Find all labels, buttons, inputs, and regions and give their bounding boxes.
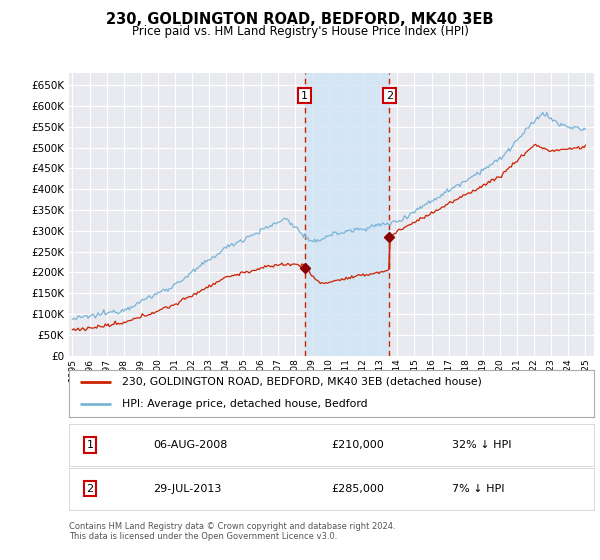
- Text: 2: 2: [86, 484, 94, 493]
- Text: £210,000: £210,000: [331, 440, 384, 450]
- Text: 1: 1: [86, 440, 94, 450]
- Text: 7% ↓ HPI: 7% ↓ HPI: [452, 484, 505, 493]
- Text: Price paid vs. HM Land Registry's House Price Index (HPI): Price paid vs. HM Land Registry's House …: [131, 25, 469, 38]
- Text: 2: 2: [386, 91, 393, 101]
- Text: 06-AUG-2008: 06-AUG-2008: [153, 440, 227, 450]
- Text: HPI: Average price, detached house, Bedford: HPI: Average price, detached house, Bedf…: [121, 399, 367, 409]
- Text: 230, GOLDINGTON ROAD, BEDFORD, MK40 3EB: 230, GOLDINGTON ROAD, BEDFORD, MK40 3EB: [106, 12, 494, 27]
- Text: 32% ↓ HPI: 32% ↓ HPI: [452, 440, 512, 450]
- Bar: [305, 73, 389, 356]
- Text: £285,000: £285,000: [331, 484, 385, 493]
- Text: Contains HM Land Registry data © Crown copyright and database right 2024.
This d: Contains HM Land Registry data © Crown c…: [69, 522, 395, 542]
- Text: 1: 1: [301, 91, 308, 101]
- Text: 29-JUL-2013: 29-JUL-2013: [153, 484, 221, 493]
- Text: 230, GOLDINGTON ROAD, BEDFORD, MK40 3EB (detached house): 230, GOLDINGTON ROAD, BEDFORD, MK40 3EB …: [121, 376, 481, 386]
